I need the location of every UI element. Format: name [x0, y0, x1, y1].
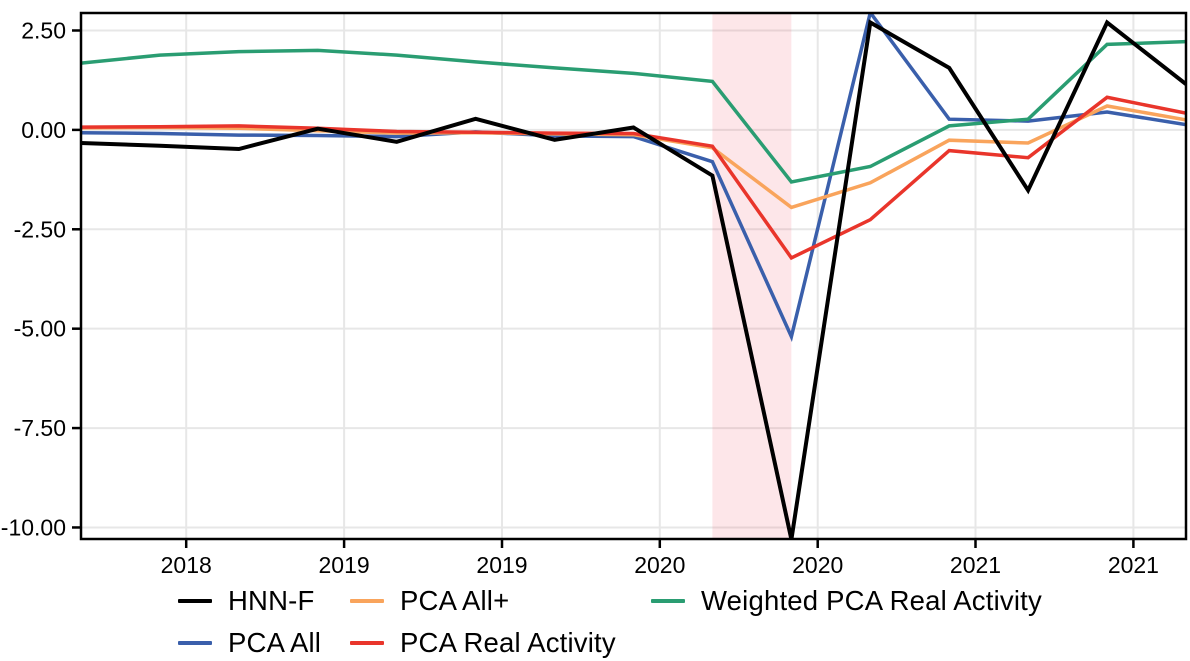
legend-item-pca-all: PCA All	[178, 627, 322, 658]
legend-label: PCA Real Activity	[400, 627, 616, 658]
panel-border	[79, 11, 1188, 541]
y-tick-label: -7.50	[14, 415, 66, 441]
axis-ticks: 2018 2019 2019 2020 2020 2021 2021 2.50 0.00 -2.5…	[1, 17, 1159, 578]
x-tick-label: 2021	[950, 552, 1001, 578]
legend-key-pca-all-plus	[350, 598, 384, 604]
legend-item-pca-real-activity: PCA Real Activity	[350, 627, 616, 658]
series-line-pca-real-activity	[81, 95, 1186, 261]
x-tick-label: 2018	[161, 552, 212, 578]
x-tick-label: 2019	[319, 552, 370, 578]
series-line-weighted-pca-real-activity	[81, 39, 1186, 184]
legend-key-pca-all	[178, 640, 212, 646]
x-tick-label: 2019	[476, 552, 527, 578]
legend-key-pca-real-activity	[350, 640, 384, 646]
legend-label: PCA All	[228, 627, 322, 658]
legend-key-weighted-pca-real-activity	[651, 598, 685, 604]
legend-item-hnn-f: HNN-F	[178, 585, 315, 616]
x-tick-label: 2020	[634, 552, 685, 578]
y-tick-label: 2.50	[21, 17, 66, 43]
legend-item-pca-all-plus: PCA All+	[350, 585, 510, 616]
legend-label: Weighted PCA Real Activity	[701, 585, 1042, 616]
legend-key-hnn-f	[178, 598, 212, 604]
gridlines	[81, 13, 1186, 539]
legend-label: PCA All+	[400, 585, 510, 616]
legend-label: HNN-F	[228, 585, 315, 616]
x-tick-label: 2020	[792, 552, 843, 578]
y-tick-label: -10.00	[1, 514, 66, 540]
legend-item-weighted-pca-real-activity: Weighted PCA Real Activity	[651, 585, 1042, 616]
x-tick-label: 2021	[1108, 552, 1159, 578]
y-tick-label: 0.00	[21, 117, 66, 143]
recession-band	[712, 13, 792, 539]
y-tick-label: -5.00	[14, 316, 66, 342]
series-line-hnn-f	[81, 19, 1186, 539]
series-lines	[81, 13, 1186, 539]
y-tick-label: -2.50	[14, 216, 66, 242]
